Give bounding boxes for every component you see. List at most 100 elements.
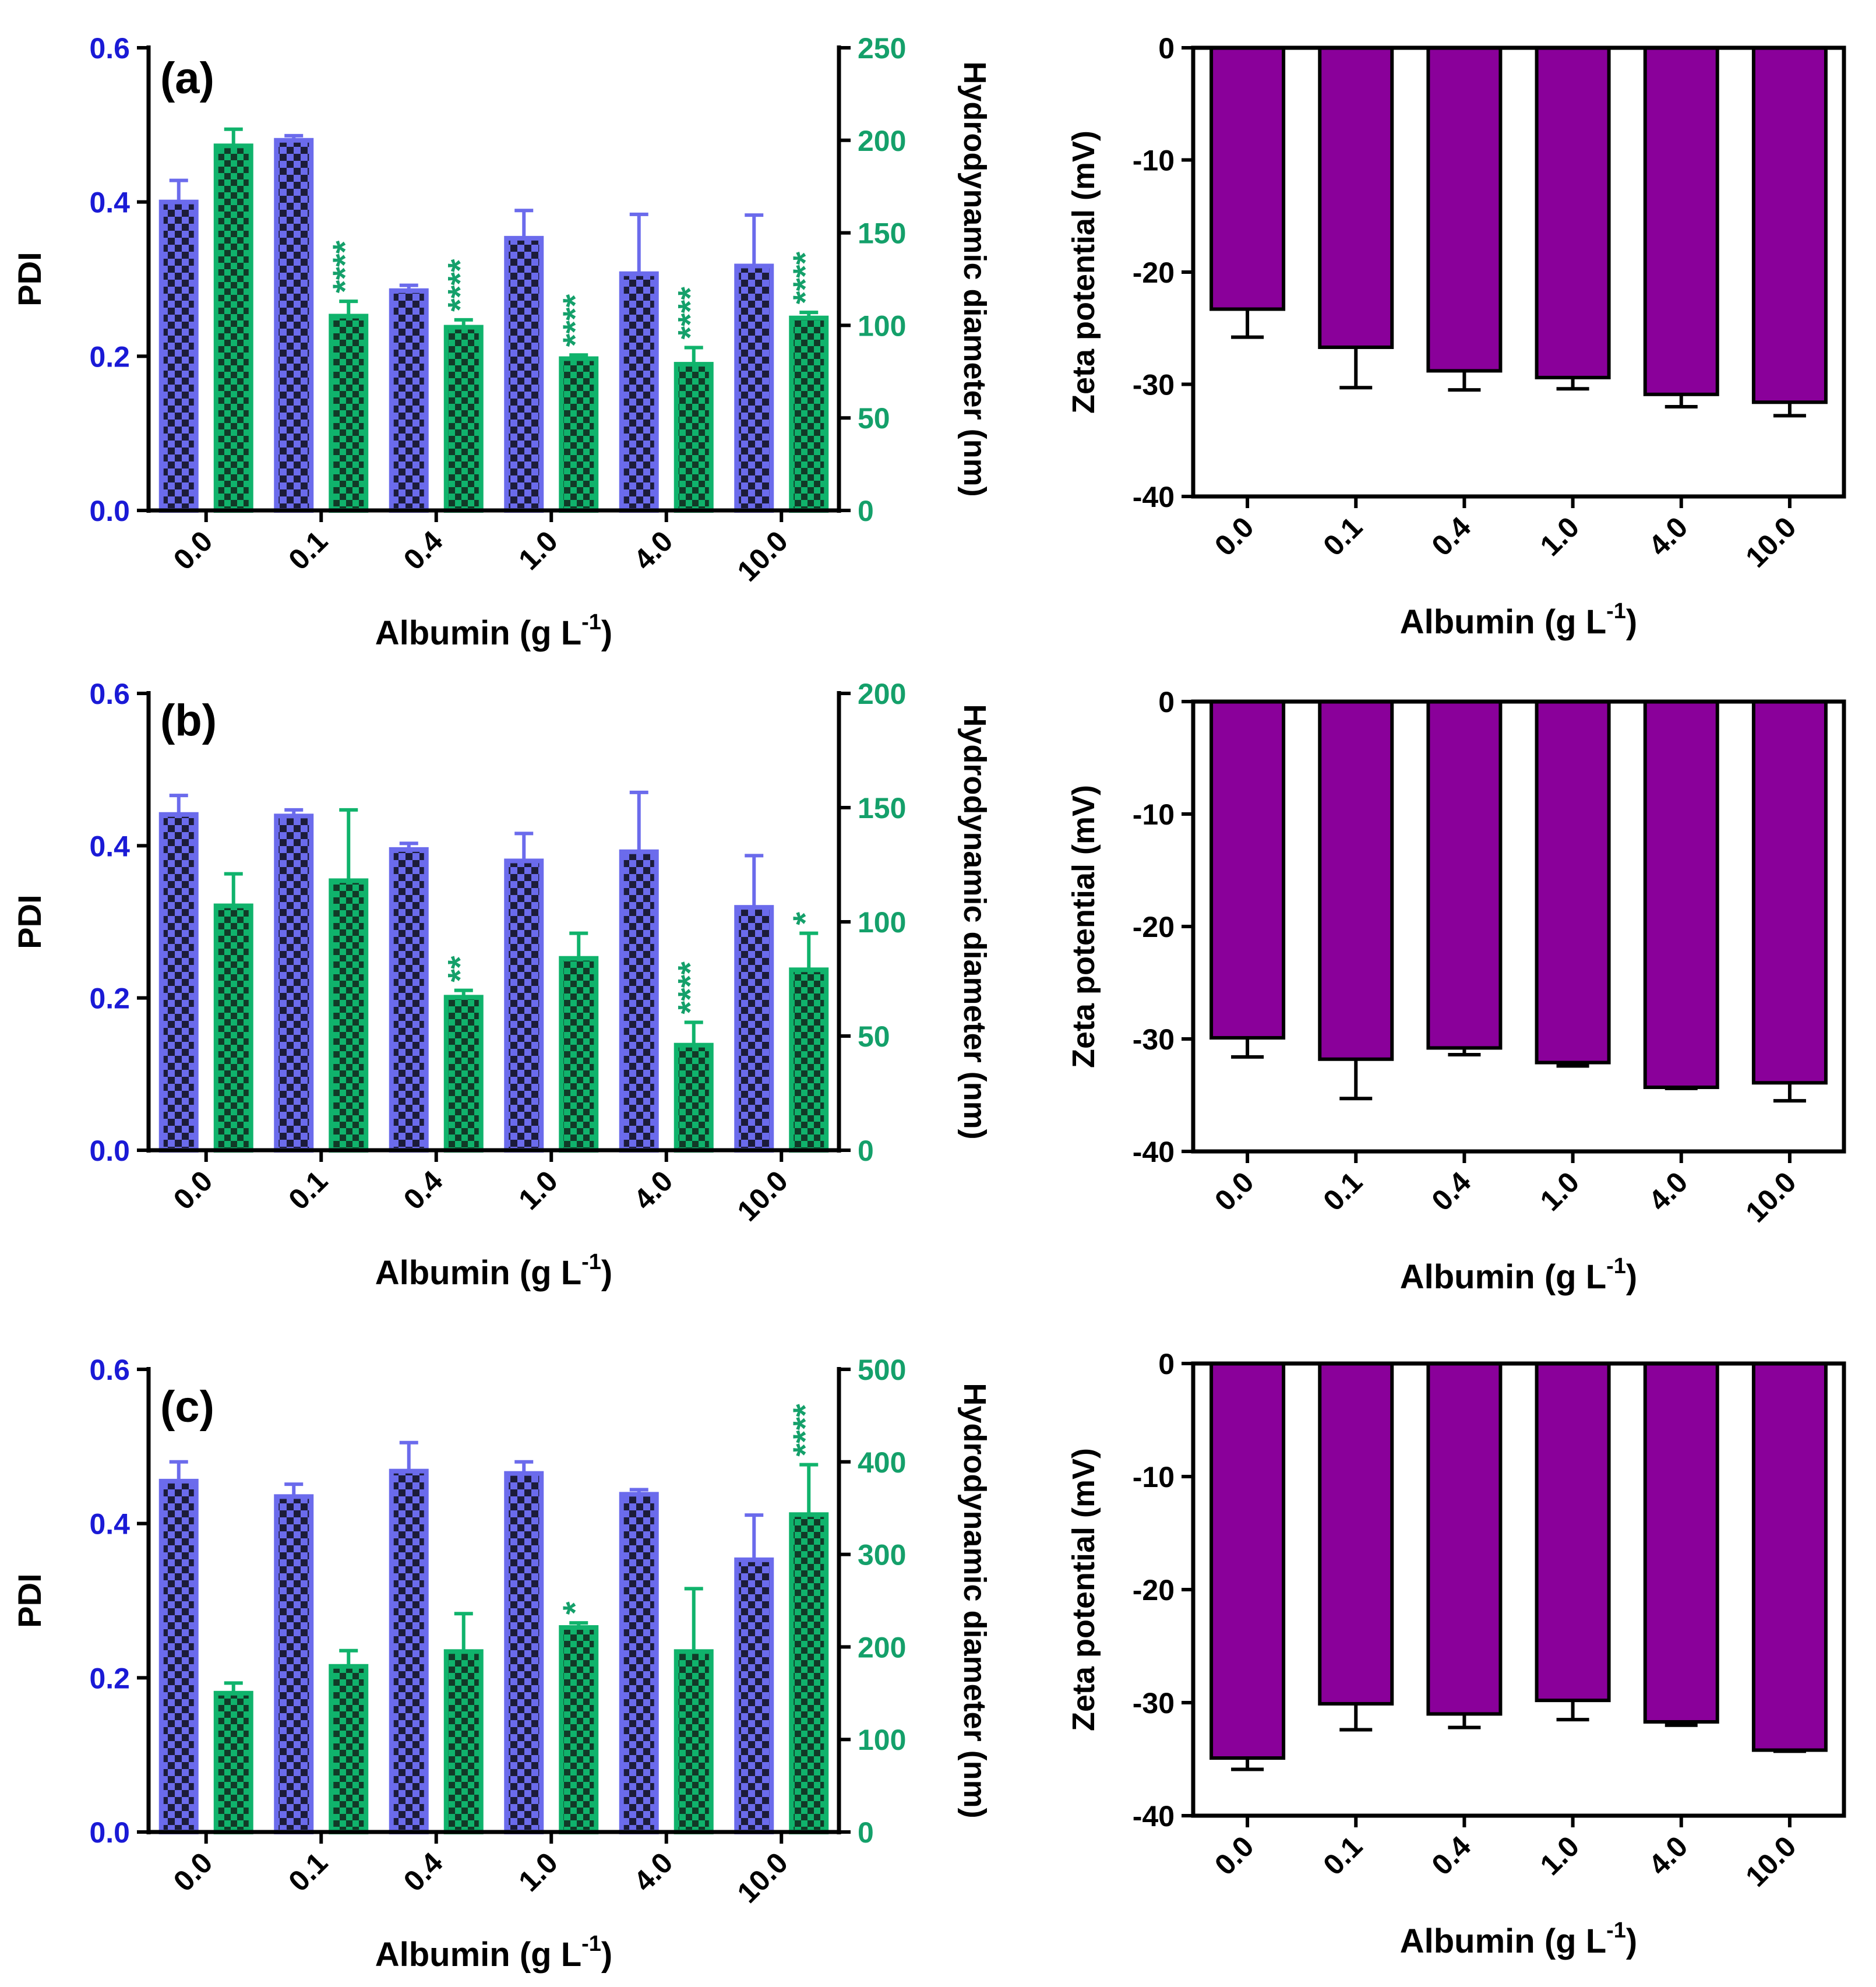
panel-c-zeta-zeta-bar — [1643, 1362, 1719, 1724]
panel-c-zeta-plot-frame — [1191, 1361, 1846, 1818]
panel-c-hd-bar — [789, 1512, 829, 1834]
panel-a-zeta-xtick-label-10.0: 10.0 — [1739, 510, 1802, 573]
panel-b-zeta-xlabel-main: Albumin (g L — [1400, 1258, 1606, 1296]
panel-c-xlabel-close: ) — [601, 1936, 612, 1974]
panel-c-zeta-xlabel: Albumin (g L-1) — [1400, 1918, 1638, 1960]
panel-b-xtick-label-1.0: 1.0 — [512, 1164, 564, 1216]
panel-b-hd-bar — [443, 995, 484, 1153]
panel-c-panel-label: (c) — [160, 1382, 214, 1432]
panel-c-zeta-ytick-label: -40 — [1133, 1800, 1175, 1833]
panel-c-ytick-right-label: 400 — [858, 1446, 906, 1479]
panel-c-zeta-xlabel-main: Albumin (g L — [1400, 1922, 1606, 1960]
panel-a-xtick-label-0.4: 0.4 — [397, 524, 449, 576]
panel-a-ytick-left-label: 0.0 — [89, 495, 130, 527]
panel-c-xlabel-main: Albumin (g L — [375, 1936, 581, 1974]
panel-c-zeta-ytick-label: -20 — [1133, 1574, 1175, 1606]
panel-a-zeta-zeta-bar — [1209, 46, 1286, 311]
panel-a-pdi-bar — [158, 199, 199, 513]
panel-a-zeta-ytick-label: -40 — [1133, 481, 1175, 513]
panel-c-zeta-xtick-label-4.0: 4.0 — [1642, 1830, 1694, 1882]
panel-a-hd-bar — [443, 325, 484, 513]
panel-a-ytick-left-label: 0.4 — [89, 186, 130, 219]
panel-a-pdi-bar — [504, 235, 544, 513]
panel-a-zeta-ytick-label: -30 — [1133, 369, 1175, 401]
panel-b-hd-bar — [789, 967, 829, 1153]
panel-c-zeta-ytick-label: -30 — [1133, 1687, 1175, 1720]
panel-a-xlabel-main: Albumin (g L — [375, 614, 581, 652]
panel-b-ytick-left-label: 0.0 — [89, 1135, 130, 1167]
panel-a-zeta-ytick-label: -10 — [1133, 145, 1175, 177]
panel-b-hd-bar — [673, 1042, 714, 1153]
panel-c-ytick-left-label: 0.2 — [89, 1662, 130, 1694]
panel-b-zeta-xtick-label-4.0: 4.0 — [1642, 1165, 1694, 1217]
panel-c-zeta-xlabel-sup: -1 — [1606, 1918, 1626, 1943]
panel-a-zeta-xlabel: Albumin (g L-1) — [1400, 599, 1638, 641]
panel-b-ytick-right-label: 0 — [858, 1135, 874, 1167]
panel-c-ytick-left-label: 0.0 — [89, 1816, 130, 1849]
panel-a-pdi-bar — [619, 271, 659, 513]
panel-b-zeta-xlabel: Albumin (g L-1) — [1400, 1254, 1638, 1296]
panel-a-ytick-right-label: 150 — [858, 217, 906, 250]
panel-c-pdi-bar — [734, 1557, 774, 1834]
panel-c-xtick-label-0.1: 0.1 — [282, 1846, 334, 1898]
panel-c-ylabel-right: Hydrodynamic diameter (nm) — [957, 1383, 992, 1818]
panel-a-significance-stars: **** — [442, 259, 479, 312]
panel-a-zeta-zeta-bar — [1535, 46, 1611, 379]
panel-c-hd-bar — [559, 1625, 599, 1834]
panel-c-xtick-label-1.0: 1.0 — [512, 1846, 564, 1898]
panel-b-pdi-bar — [158, 812, 199, 1153]
panel-a-ylabel-right: Hydrodynamic diameter (nm) — [957, 61, 992, 496]
panel-b-pdi-bar — [734, 905, 774, 1153]
panel-c-ytick-right-label: 0 — [858, 1816, 874, 1849]
panel-a-xlabel: Albumin (g L-1) — [375, 610, 613, 652]
panel-c-ytick-left-label: 0.6 — [89, 1354, 130, 1386]
panel-b-ytick-left-label: 0.2 — [89, 982, 130, 1015]
panel-b-pdi-bar — [389, 847, 429, 1153]
panel-a-pdi-bar — [734, 263, 774, 513]
panel-b-zeta-zeta-bar — [1535, 700, 1611, 1065]
panel-c-xtick-label-10.0: 10.0 — [731, 1846, 794, 1909]
panel-b-zeta-zeta-bar — [1643, 700, 1719, 1089]
panel-c-zeta-zeta-bar — [1751, 1362, 1828, 1752]
panel-b-significance-stars: ** — [442, 956, 479, 982]
panel-c-hd-bar — [213, 1690, 253, 1835]
panel-c-ytick-left-label: 0.4 — [89, 1508, 130, 1541]
panel-a-zeta-zeta-bar — [1751, 46, 1828, 404]
panel-a-ytick-left-label: 0.2 — [89, 340, 130, 373]
panel-a-zeta-ylabel: Zeta potential (mV) — [1066, 131, 1101, 414]
panel-a-significance-stars: **** — [787, 251, 824, 304]
panel-b-xlabel-main: Albumin (g L — [375, 1254, 581, 1292]
panel-b-xtick-label-0.1: 0.1 — [282, 1164, 334, 1216]
panel-b-zeta-xtick-label-0.1: 0.1 — [1317, 1165, 1369, 1217]
panel-b-zeta-xtick-label-0.4: 0.4 — [1425, 1165, 1477, 1217]
panel-b-pdi-bar — [504, 858, 544, 1153]
panel-a-zeta-xlabel-close: ) — [1626, 603, 1637, 641]
panel-a-ytick-right-label: 0 — [858, 495, 874, 527]
panel-b-ylabel-left: PDI — [11, 894, 48, 949]
panel-a-hd-bar — [213, 143, 253, 513]
panel-b-ytick-left-label: 0.6 — [89, 678, 130, 710]
panel-a-ylabel-left: PDI — [11, 252, 48, 306]
panel-a-hd-bar — [559, 356, 599, 513]
panel-a-ytick-right-label: 50 — [858, 402, 890, 435]
panel-a-significance-stars: **** — [326, 240, 364, 293]
panel-a-zeta-xlabel-sup: -1 — [1606, 599, 1626, 623]
panel-b-pdi-bar — [619, 849, 659, 1153]
panel-b-xtick-label-0.4: 0.4 — [397, 1164, 449, 1216]
panel-a-hd-bar — [789, 315, 829, 513]
panel-c-xtick-label-0.0: 0.0 — [167, 1846, 219, 1898]
panel-b-xtick-label-4.0: 4.0 — [627, 1164, 679, 1216]
panel-c-pdi-bar — [389, 1468, 429, 1834]
panel-a-zeta-xtick-label-0.0: 0.0 — [1208, 510, 1260, 562]
panel-c-significance-stars: * — [556, 1601, 594, 1615]
panel-c-zeta-xlabel-close: ) — [1626, 1922, 1637, 1960]
panel-b-ytick-right-label: 100 — [858, 906, 906, 939]
panel-c-zeta-xtick-label-1.0: 1.0 — [1534, 1830, 1586, 1882]
panel-b-xlabel-close: ) — [601, 1254, 612, 1292]
panel-a-ytick-right-label: 250 — [858, 32, 906, 65]
panel-c-zeta-zeta-bar — [1318, 1362, 1394, 1706]
panel-a-zeta-xtick-label-4.0: 4.0 — [1642, 510, 1694, 562]
panel-c-pdi-bar — [504, 1471, 544, 1834]
panel-c-xlabel-sup: -1 — [581, 1932, 601, 1956]
panel-a-ytick-left-label: 0.6 — [89, 32, 130, 65]
